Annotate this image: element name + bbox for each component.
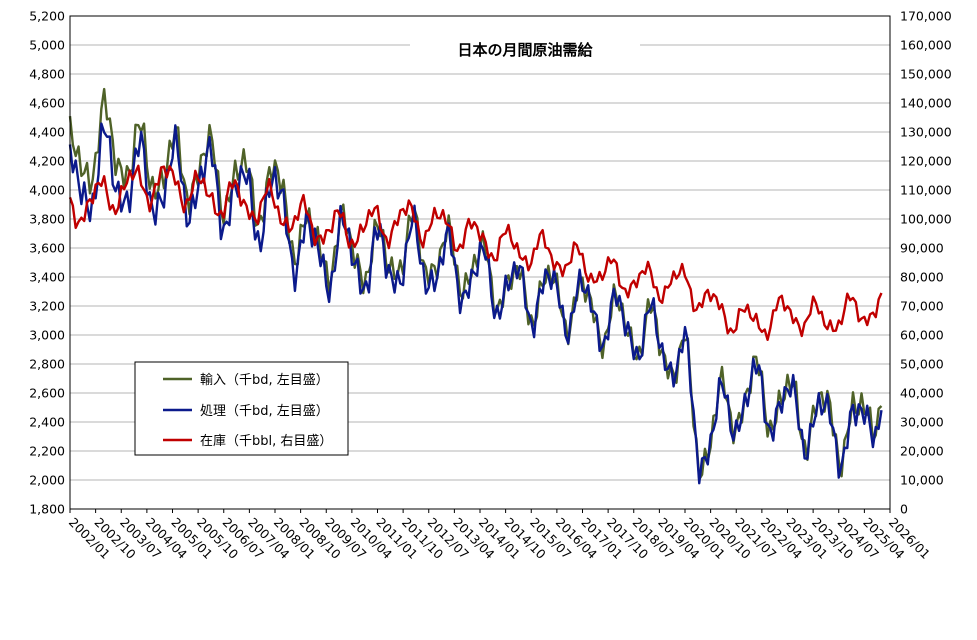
legend-item-import: 輸入（千bd, 左目盛） — [163, 373, 329, 388]
legend-label-stock: 在庫（千bbl, 右目盛） — [200, 434, 332, 449]
y-right-tick-label: 100,000 — [900, 212, 952, 227]
y-right-tick-label: 110,000 — [900, 183, 952, 198]
y-left-tick-label: 2,200 — [29, 444, 65, 459]
y-left-tick-label: 4,600 — [29, 96, 65, 111]
y-left-tick-label: 3,600 — [29, 241, 65, 256]
y-right-tick-label: 70,000 — [900, 299, 944, 314]
y-right-tick-label: 50,000 — [900, 357, 944, 372]
y-right-tick-label: 10,000 — [900, 473, 944, 488]
chart-title: 日本の月間原油需給 — [457, 41, 593, 59]
y-right-tick-label: 90,000 — [900, 241, 944, 256]
series-line-stock — [68, 164, 883, 342]
series-lines — [68, 87, 883, 485]
y-left-tick-label: 4,400 — [29, 125, 65, 140]
y-left-tick-label: 4,800 — [29, 67, 65, 82]
legend: 輸入（千bd, 左目盛） 処理（千bd, 左目盛） 在庫（千bbl, 右目盛） — [134, 361, 349, 456]
y-right-tick-label: 130,000 — [900, 125, 952, 140]
y-right-tick-label: 120,000 — [900, 154, 952, 169]
y-left-tick-label: 3,000 — [29, 328, 65, 343]
y-left-tick-label: 4,000 — [29, 183, 65, 198]
y-left-tick-label: 3,800 — [29, 212, 65, 227]
y-axis-right-ticks: 0 10,000 20,000 30,000 40,000 50,000 60,000 70,… — [900, 9, 952, 517]
series-line-import — [68, 87, 883, 481]
y-right-tick-label: 40,000 — [900, 386, 944, 401]
y-left-tick-label: 3,400 — [29, 270, 65, 285]
series-line-process — [68, 122, 883, 485]
y-left-tick-label: 5,200 — [29, 9, 65, 24]
legend-label-process: 処理（千bd, 左目盛） — [200, 404, 329, 419]
y-left-tick-label: 2,600 — [29, 386, 65, 401]
y-right-tick-label: 80,000 — [900, 270, 944, 285]
y-right-tick-label: 30,000 — [900, 415, 944, 430]
y-right-tick-label: 0 — [900, 502, 908, 517]
title-background — [410, 32, 640, 66]
y-left-tick-label: 2,000 — [29, 473, 65, 488]
y-right-tick-label: 160,000 — [900, 38, 952, 53]
y-axis-left-ticks: 1,800 2,000 2,200 2,400 2,600 2,800 3,000 3,200… — [29, 9, 65, 517]
y-right-tick-label: 60,000 — [900, 328, 944, 343]
y-right-tick-label: 170,000 — [900, 9, 952, 24]
y-right-tick-label: 150,000 — [900, 67, 952, 82]
y-left-tick-label: 5,000 — [29, 38, 65, 53]
y-left-tick-label: 1,800 — [29, 502, 65, 517]
y-right-tick-label: 140,000 — [900, 96, 952, 111]
legend-label-import: 輸入（千bd, 左目盛） — [200, 373, 329, 388]
y-left-tick-label: 2,800 — [29, 357, 65, 372]
legend-item-process: 処理（千bd, 左目盛） — [163, 404, 329, 419]
y-left-tick-label: 4,200 — [29, 154, 65, 169]
y-left-tick-label: 3,200 — [29, 299, 65, 314]
legend-item-stock: 在庫（千bbl, 右目盛） — [163, 434, 332, 449]
y-right-tick-label: 20,000 — [900, 444, 944, 459]
y-left-tick-label: 2,400 — [29, 415, 65, 430]
